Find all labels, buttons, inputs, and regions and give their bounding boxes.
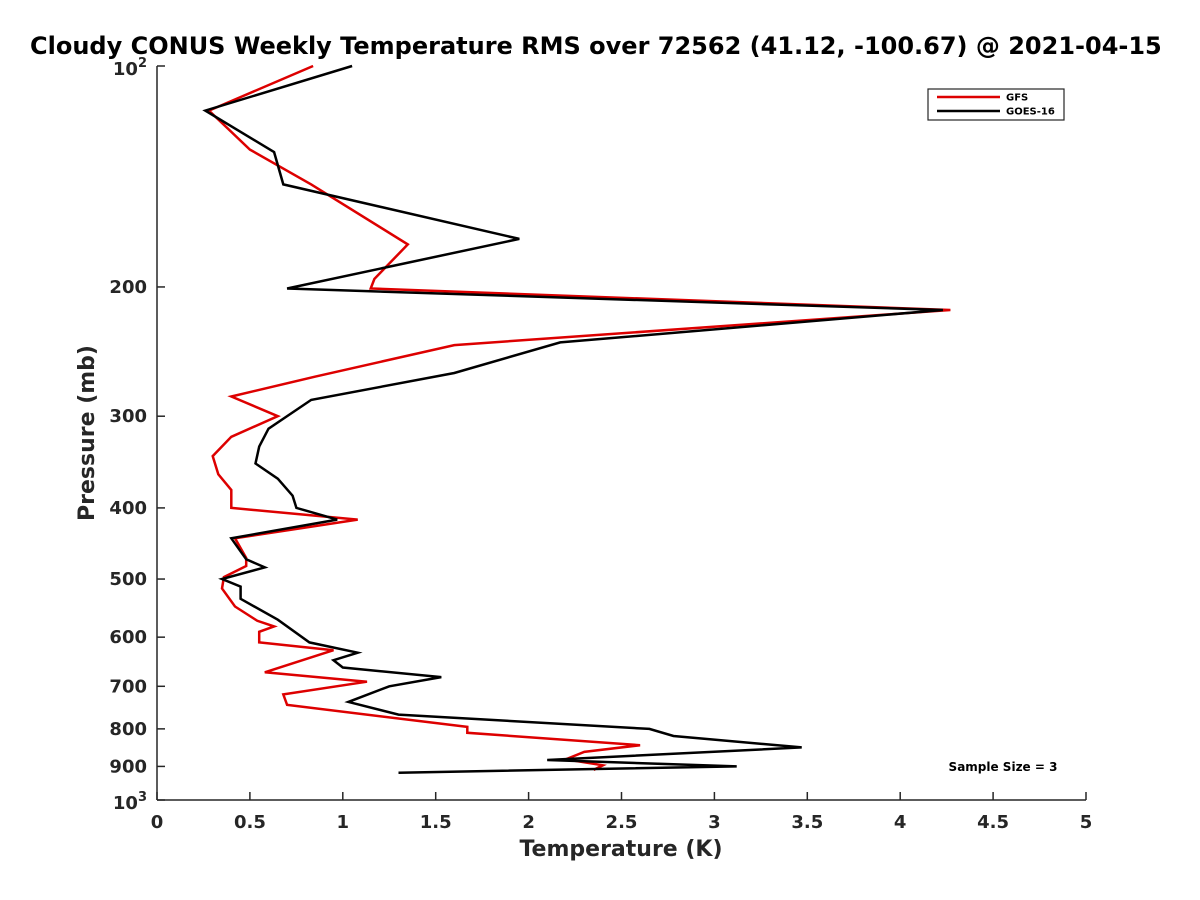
legend-box — [927, 88, 1065, 121]
y-tick-label-power: 102 — [113, 56, 147, 80]
x-axis-ticks: 0 0.5 1 1.5 2 2.5 3 3.5 4 4.5 5 — [151, 792, 1093, 833]
x-tick-label: 3 — [708, 812, 721, 833]
y-tick-label-power: 103 — [113, 790, 147, 814]
x-tick-label: 2.5 — [606, 812, 638, 833]
x-tick-label: 4.5 — [977, 812, 1009, 833]
sample-size-annotation: Sample Size = 3 — [949, 760, 1058, 774]
y-tick-label: 300 — [109, 406, 147, 427]
legend-label: GFS — [1006, 93, 1028, 104]
x-tick-label: 5 — [1080, 812, 1093, 833]
y-tick-label: 600 — [109, 627, 147, 648]
y-tick-label: 400 — [109, 498, 147, 519]
x-tick-label: 1 — [337, 812, 350, 833]
y-tick-label: 800 — [109, 719, 147, 740]
series-line-goes-16 — [202, 64, 944, 774]
x-tick-label: 2 — [522, 812, 535, 833]
y-tick-label: 500 — [109, 569, 147, 590]
x-tick-label: 3.5 — [791, 812, 823, 833]
chart-title: Cloudy CONUS Weekly Temperature RMS over… — [30, 32, 1162, 60]
y-tick-label: 900 — [109, 756, 147, 777]
x-tick-label: 0 — [151, 812, 164, 833]
x-axis-label: Temperature (K) — [519, 837, 722, 862]
legend: GFS GOES-16 — [927, 88, 1065, 121]
plot-lines — [202, 64, 951, 774]
series-line-gfs — [206, 64, 951, 772]
x-tick-label: 4 — [894, 812, 907, 833]
legend-label: GOES-16 — [1006, 107, 1055, 118]
y-axis-ticks: 200 300 400 500 600 700 800 900 102 103 — [109, 56, 165, 814]
y-axis-label: Pressure (mb) — [75, 345, 100, 521]
y-tick-label: 200 — [109, 277, 147, 298]
x-tick-label: 1.5 — [420, 812, 452, 833]
x-tick-label: 0.5 — [234, 812, 266, 833]
y-tick-label: 700 — [109, 676, 147, 697]
